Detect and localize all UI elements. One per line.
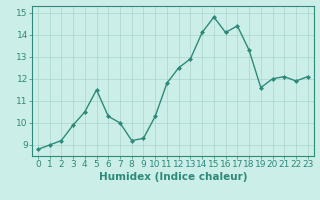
X-axis label: Humidex (Indice chaleur): Humidex (Indice chaleur): [99, 172, 247, 182]
